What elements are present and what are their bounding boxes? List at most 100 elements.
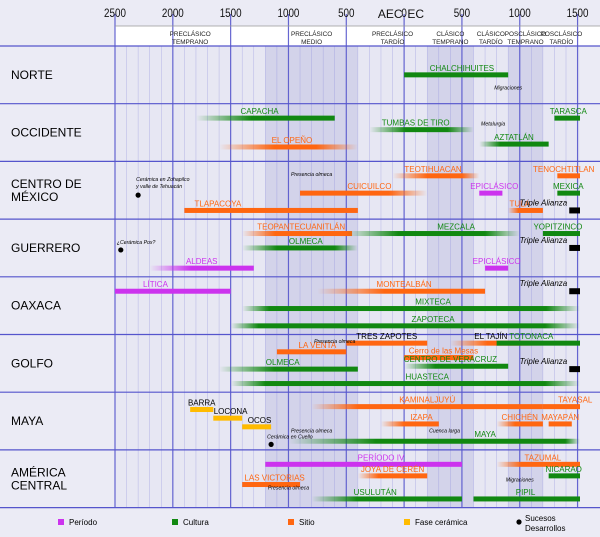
- timeline-bar: [542, 404, 580, 410]
- period-label: TARDÍO: [381, 37, 405, 46]
- x-tick-label: 500: [338, 7, 354, 20]
- timeline-bar: [311, 496, 462, 502]
- legend-label: Sucesos: [525, 514, 556, 523]
- bar-label: EL OPEÑO: [272, 136, 313, 145]
- legend-label: Fase cerámica: [415, 518, 468, 527]
- timeline-bar: [369, 127, 474, 133]
- event-dot: [135, 192, 141, 198]
- bar-label: LOCONA: [214, 407, 248, 416]
- legend-swatch: [172, 519, 178, 525]
- bar-label: CAPACHA: [241, 107, 280, 116]
- x-tick-label: 1000: [509, 7, 531, 20]
- event-label: Presencia olmeca: [291, 172, 332, 178]
- timeline-bar: [496, 340, 580, 346]
- region-label: GUERRERO: [11, 241, 80, 255]
- bar-label: Triple Alianza: [520, 198, 568, 207]
- bar-label: OLMECA: [289, 237, 323, 246]
- period-label: MEDIO: [301, 39, 322, 46]
- legend-label: Sitio: [299, 518, 315, 527]
- region-label: GOLFO: [11, 356, 53, 370]
- legend-label: Período: [69, 518, 98, 527]
- timeline-bar: [392, 173, 480, 179]
- bar-label: EL TAJÍN: [474, 332, 507, 341]
- bar-label: PERÍODO IV: [358, 453, 405, 462]
- bar-label: BARRA: [188, 399, 216, 408]
- timeline-bar: [479, 190, 503, 196]
- timeline-bar: [508, 207, 543, 213]
- event-dot: [118, 247, 124, 253]
- bar-label: TAYASAL: [558, 396, 593, 405]
- timeline-bar: [276, 349, 347, 355]
- timeline-bar: [569, 244, 580, 251]
- timeline-bar: [190, 407, 214, 413]
- bar-label: ZAPOTECA: [411, 315, 455, 324]
- bar-label: EPICLÁSICO: [470, 182, 518, 191]
- bar-label: CHICHÉN: [502, 413, 539, 422]
- bar-label: KAMINALJUYÚ: [399, 396, 455, 405]
- bar-label: OCOS: [248, 416, 272, 425]
- period-label: TARDÍO: [550, 37, 574, 46]
- x-tick-label: 2500: [104, 7, 126, 20]
- bar-label: JOYA DE CERÉN: [361, 465, 425, 474]
- bar-label: MIXTECA: [415, 298, 451, 307]
- timeline-bar: [380, 421, 439, 427]
- region-row: NORTE CHALCHIHUITES Migraciones: [0, 45, 600, 91]
- region-label: MÉXICO: [11, 189, 58, 204]
- bar-label: TEOPANTECUANITLÁN: [257, 223, 345, 232]
- period-label: TEMPRANO: [432, 39, 468, 46]
- timeline-bar: [242, 306, 581, 312]
- timeline-bar: [300, 190, 428, 196]
- event-label: Metalurgia: [481, 122, 505, 128]
- timeline-bar: [473, 496, 580, 502]
- region-row: OCCIDENTE CAPACHA TARASCA TUMBAS DE TIRO AZT…: [0, 103, 600, 150]
- legend-swatch: [58, 519, 64, 525]
- bar-label: OLMECA: [266, 358, 300, 367]
- event-label: Presencia olmeca: [314, 339, 355, 345]
- timeline-bar: [184, 207, 358, 213]
- timeline-bar: [404, 363, 509, 369]
- event-label: ¿Cerámica Pox?: [117, 240, 156, 246]
- legend-swatch: [288, 519, 294, 525]
- timeline-bar: [230, 323, 580, 329]
- region-label: NORTE: [11, 68, 53, 82]
- bar-label: NICARAO: [545, 465, 581, 474]
- bar-label: TARASCA: [550, 107, 588, 116]
- timeline-bar: [311, 404, 543, 410]
- bar-label: LÍTICA: [143, 280, 169, 289]
- bar-label: ALDEAS: [186, 257, 218, 266]
- timeline-bar: [242, 245, 358, 251]
- timeline-bar: [404, 355, 474, 361]
- event-label: y valle de Tehuacán: [135, 184, 182, 190]
- timeline-bar: [346, 340, 428, 346]
- bar-label: HUASTECA: [405, 373, 449, 382]
- event-label: Cerámica en Cuello: [267, 434, 313, 440]
- timeline-bar: [219, 366, 358, 372]
- timeline-bar: [542, 231, 580, 237]
- timeline-bar: [288, 438, 580, 444]
- bar-label: MONTEALBÁN: [377, 280, 432, 289]
- region-label: AMÉRICA: [11, 464, 66, 479]
- bar-label: Triple Alianza: [520, 357, 568, 366]
- bar-label: MAYAPÁN: [541, 413, 579, 422]
- period-label: CLÁSICO: [477, 29, 505, 38]
- event-label: Presencia olmeca: [268, 486, 309, 492]
- bar-label: LAS VICTORIAS: [244, 474, 304, 483]
- bar-label: IZAPA: [410, 413, 433, 422]
- legend: Período Cultura Sitio Fase cerámica SucesosD…: [58, 514, 565, 533]
- timeline-bar: [317, 288, 486, 294]
- event-label: Cuenca larga: [429, 429, 460, 435]
- timeline-bar: [195, 115, 335, 121]
- timeline-bar: [548, 473, 580, 479]
- timeline-bar: [242, 424, 272, 430]
- timeline-bar: [149, 265, 254, 271]
- bar-label: TOTONACA: [509, 332, 554, 341]
- timeline-bar: [230, 381, 580, 387]
- timeline-header: 2500 2000 1500 1000 500 0 500 1000 1500 AEC EC PREC…: [104, 7, 588, 46]
- x-tick-label: 500: [454, 7, 470, 20]
- period-label: POSCLÁSICO: [505, 29, 547, 38]
- bar-label: TENOCHTITLAN: [533, 165, 595, 174]
- period-label: CLÁSICO: [436, 29, 464, 38]
